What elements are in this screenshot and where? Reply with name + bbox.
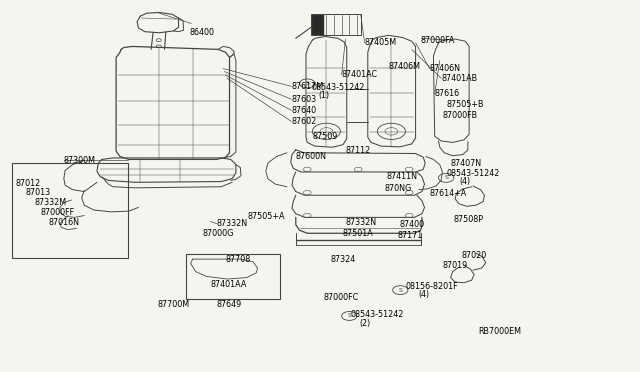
- Text: RB7000EM: RB7000EM: [478, 327, 521, 336]
- Text: 87509: 87509: [312, 132, 338, 141]
- Bar: [311, 14, 361, 35]
- Text: 87600N: 87600N: [296, 152, 327, 161]
- Text: 87019: 87019: [442, 261, 468, 270]
- Text: 87508P: 87508P: [454, 215, 484, 224]
- Text: 08156-8201F: 08156-8201F: [405, 282, 458, 291]
- Text: 87649: 87649: [217, 300, 242, 310]
- Text: 87406N: 87406N: [429, 64, 461, 73]
- Text: 87332N: 87332N: [217, 219, 248, 228]
- Text: S: S: [398, 288, 402, 293]
- Text: 87000FB: 87000FB: [442, 111, 477, 121]
- Text: 87332N: 87332N: [346, 218, 376, 227]
- Text: 08543-51242: 08543-51242: [351, 310, 404, 319]
- Text: 87401AB: 87401AB: [441, 74, 477, 83]
- Bar: [12, 163, 127, 258]
- Text: 87000FA: 87000FA: [420, 36, 455, 45]
- Text: 87000FC: 87000FC: [324, 293, 359, 302]
- Text: (2): (2): [360, 319, 371, 328]
- Text: 87300M: 87300M: [64, 155, 96, 165]
- Text: S: S: [444, 175, 448, 180]
- Text: 87406M: 87406M: [389, 62, 421, 71]
- Text: 87112: 87112: [346, 147, 371, 155]
- Text: S: S: [305, 81, 309, 86]
- Text: 87640: 87640: [291, 106, 316, 115]
- Text: 87400: 87400: [399, 220, 424, 229]
- Bar: [312, 15, 324, 35]
- Text: 87405M: 87405M: [365, 38, 397, 47]
- Text: (4): (4): [418, 291, 429, 299]
- Text: 87700M: 87700M: [157, 300, 189, 310]
- Text: 86400: 86400: [189, 28, 214, 37]
- Bar: [186, 254, 280, 299]
- Text: 87411N: 87411N: [387, 172, 417, 181]
- Text: 87708: 87708: [226, 254, 251, 264]
- Text: 87000FF: 87000FF: [41, 208, 75, 217]
- Text: 87013: 87013: [26, 188, 51, 197]
- Text: S: S: [348, 314, 351, 318]
- Text: (1): (1): [319, 91, 330, 100]
- Text: 87505+A: 87505+A: [247, 212, 285, 221]
- Text: 87332M: 87332M: [35, 198, 67, 207]
- Text: 87505+B: 87505+B: [446, 100, 484, 109]
- Text: 87000G: 87000G: [203, 230, 234, 238]
- Text: 87616: 87616: [435, 89, 460, 98]
- Text: 87020: 87020: [461, 251, 486, 260]
- Text: 08543-51242: 08543-51242: [446, 169, 500, 177]
- Text: 87016N: 87016N: [49, 218, 79, 227]
- Text: 87012: 87012: [15, 179, 41, 187]
- Text: 87171: 87171: [397, 231, 423, 240]
- Text: 87603: 87603: [291, 95, 316, 104]
- Text: 87501A: 87501A: [342, 229, 373, 238]
- Text: 870NG: 870NG: [385, 185, 412, 193]
- Text: 08543-51242: 08543-51242: [311, 83, 364, 92]
- Text: (4): (4): [459, 177, 470, 186]
- Text: 87407N: 87407N: [451, 158, 482, 168]
- Text: 87617M: 87617M: [291, 82, 323, 91]
- Text: 87614+A: 87614+A: [429, 189, 467, 198]
- Text: 87324: 87324: [330, 255, 355, 264]
- Text: 87401AA: 87401AA: [211, 280, 247, 289]
- Text: 87401AC: 87401AC: [342, 70, 378, 79]
- Text: 87602: 87602: [291, 117, 317, 126]
